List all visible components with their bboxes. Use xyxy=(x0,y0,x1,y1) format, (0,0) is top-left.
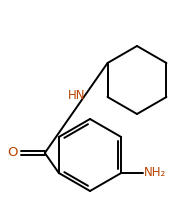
Text: HN: HN xyxy=(67,89,85,102)
Text: NH₂: NH₂ xyxy=(144,166,166,180)
Text: O: O xyxy=(7,147,18,159)
